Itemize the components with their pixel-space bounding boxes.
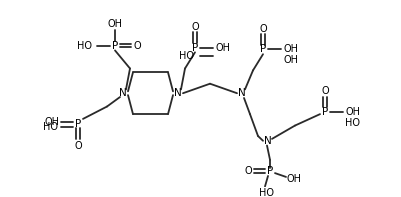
Text: OH: OH (284, 55, 298, 65)
Text: P: P (260, 45, 266, 54)
Text: HO: HO (43, 122, 57, 132)
Text: O: O (191, 22, 199, 32)
Text: O: O (244, 166, 252, 176)
Text: O: O (321, 86, 329, 96)
Text: P: P (192, 43, 198, 53)
Text: O: O (259, 23, 267, 33)
Text: O: O (74, 140, 82, 151)
Text: HO: HO (77, 41, 93, 51)
Text: O: O (133, 41, 141, 51)
Text: OH: OH (346, 107, 360, 117)
Text: HO: HO (180, 51, 194, 61)
Text: N: N (264, 136, 272, 146)
Text: OH: OH (286, 174, 302, 184)
Text: N: N (174, 88, 182, 98)
Text: P: P (322, 107, 328, 117)
Text: HO: HO (346, 118, 360, 128)
Text: OH: OH (107, 19, 122, 29)
Text: P: P (112, 41, 118, 51)
Text: OH: OH (215, 43, 231, 53)
Text: N: N (119, 88, 127, 98)
Text: HO: HO (259, 188, 273, 197)
Text: N: N (238, 88, 246, 98)
Text: OH: OH (45, 117, 59, 127)
Text: P: P (75, 119, 81, 129)
Text: OH: OH (284, 45, 298, 54)
Text: P: P (267, 166, 273, 176)
